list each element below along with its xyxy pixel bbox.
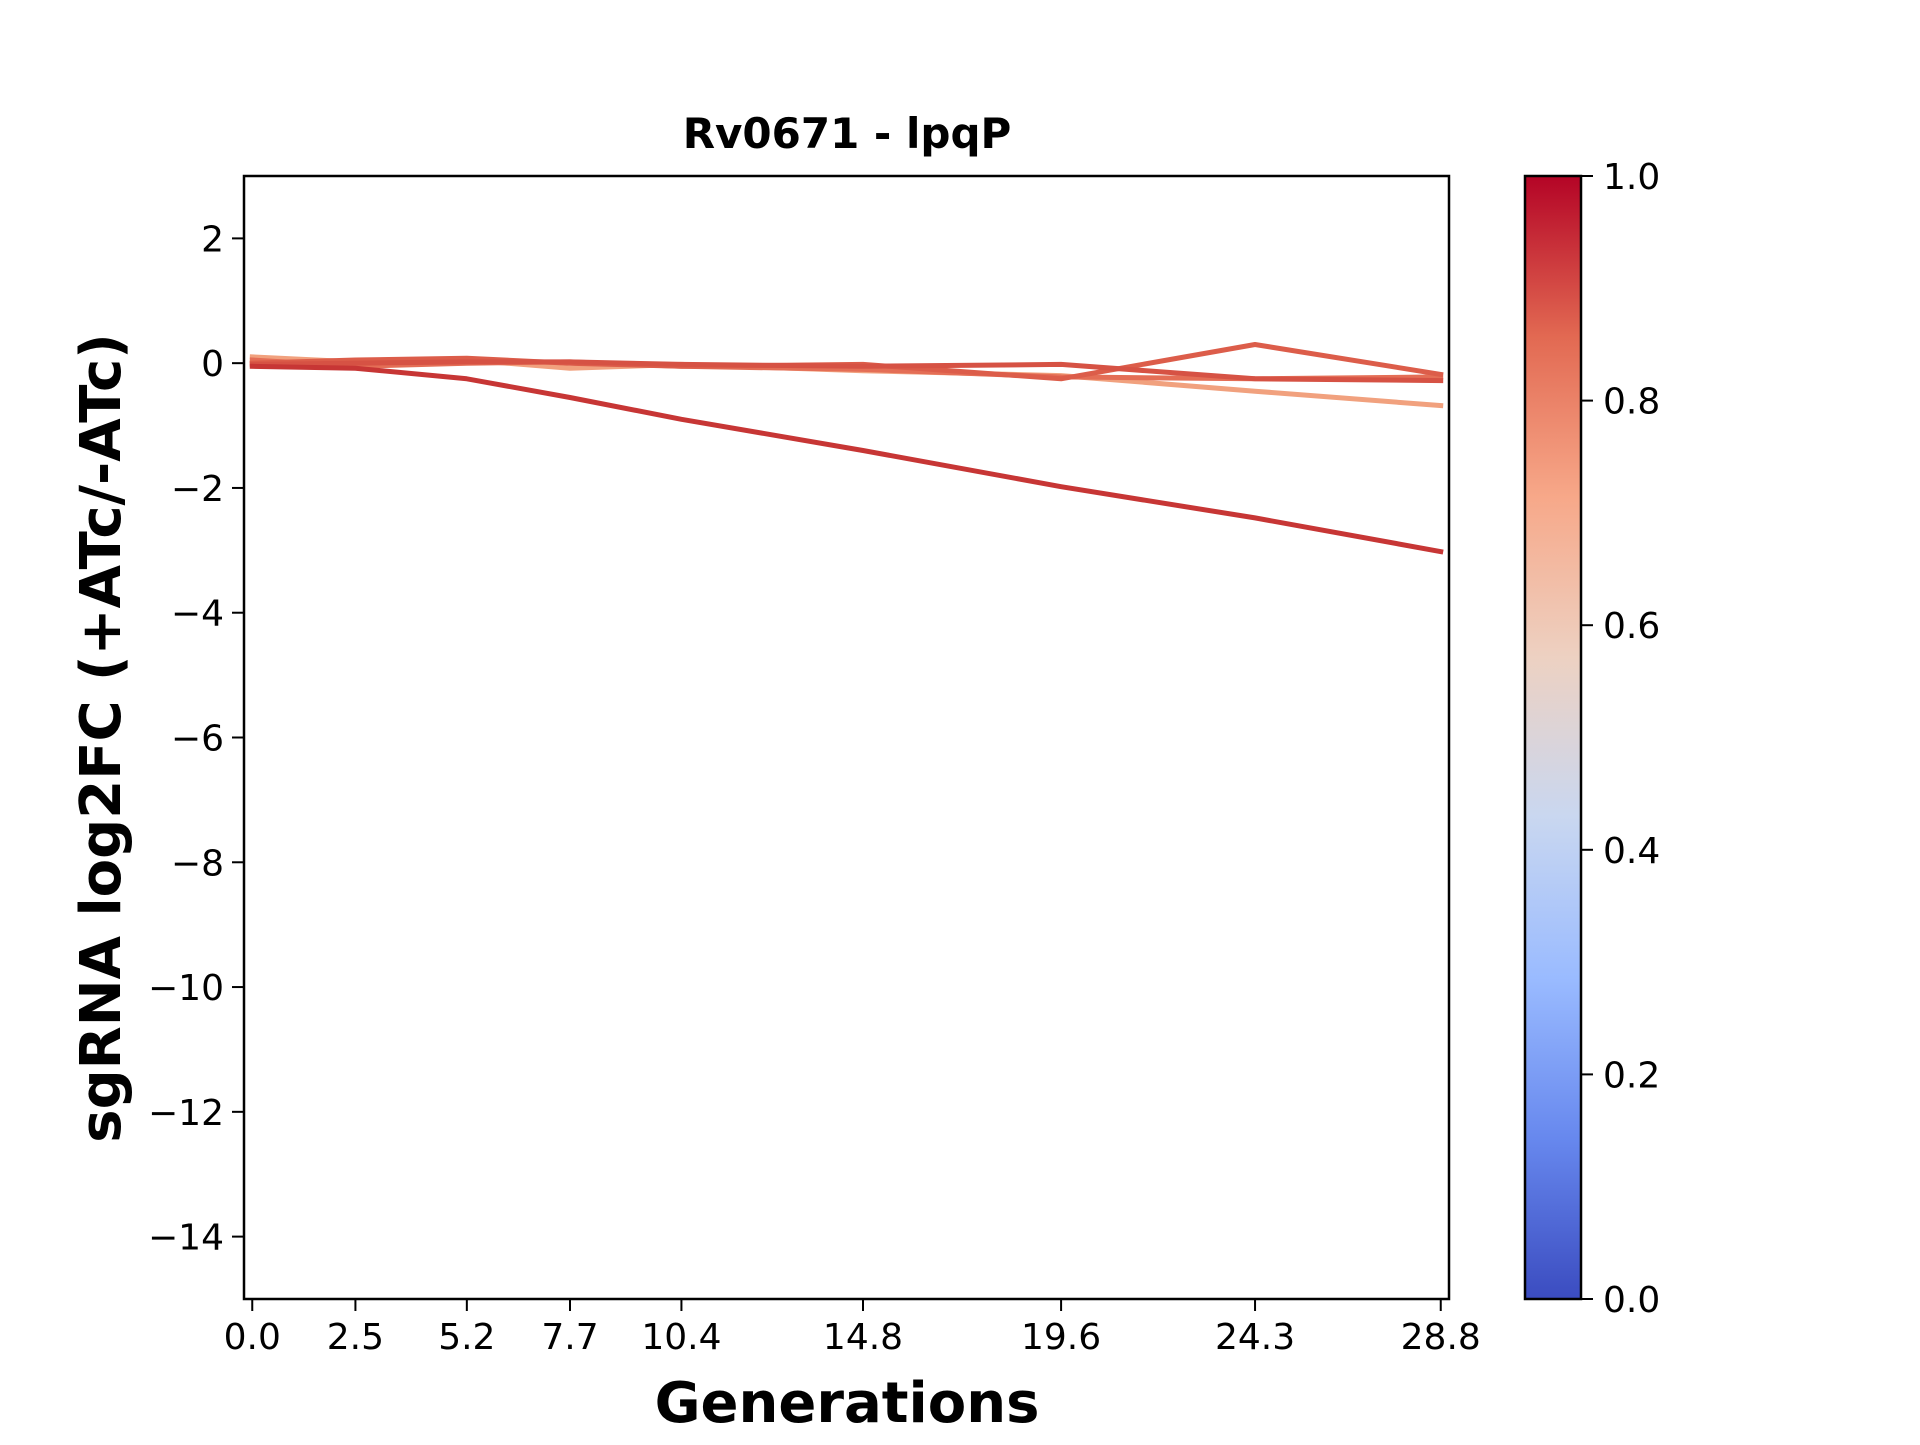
colorbar-tick-label: 0.2 bbox=[1603, 1055, 1660, 1096]
x-tick-label: 7.7 bbox=[541, 1317, 598, 1358]
y-tick-label: −12 bbox=[148, 1093, 224, 1134]
plot-area bbox=[249, 342, 1444, 555]
series-line-4 bbox=[249, 359, 1444, 384]
x-tick-label: 10.4 bbox=[641, 1317, 721, 1358]
x-tick-label: 2.5 bbox=[327, 1317, 384, 1358]
colorbar: 0.0 0.2 0.4 0.6 0.8 1.0 bbox=[1523, 157, 1660, 1321]
y-tick-label: 0 bbox=[201, 344, 224, 385]
x-tick-label: 14.8 bbox=[823, 1317, 903, 1358]
y-tick-label: −14 bbox=[148, 1218, 224, 1259]
y-tick-label: −4 bbox=[171, 594, 224, 635]
y-tick-label: −2 bbox=[171, 469, 224, 510]
series-line-5 bbox=[249, 363, 1444, 555]
y-axis-ticks: 2 0 −2 −4 −6 −8 −10 −12 −14 bbox=[148, 219, 244, 1259]
colorbar-tick-label: 0.8 bbox=[1603, 382, 1660, 423]
colorbar-tick-label: 1.0 bbox=[1603, 157, 1660, 198]
y-tick-label: −10 bbox=[148, 968, 224, 1009]
y-tick-label: −6 bbox=[171, 719, 224, 760]
x-axis-ticks: 0.0 2.5 5.2 7.7 10.4 14.8 19.6 24.3 28.8 bbox=[224, 1299, 1481, 1358]
y-tick-label: −8 bbox=[171, 843, 224, 884]
colorbar-tick-label: 0.4 bbox=[1603, 831, 1660, 872]
colorbar-tick-label: 0.6 bbox=[1603, 606, 1660, 647]
plot-frame bbox=[242, 174, 1451, 1301]
x-tick-label: 28.8 bbox=[1401, 1317, 1481, 1358]
y-tick-label: 2 bbox=[201, 219, 224, 260]
x-tick-label: 5.2 bbox=[438, 1317, 495, 1358]
x-tick-label: 0.0 bbox=[224, 1317, 281, 1358]
x-tick-label: 19.6 bbox=[1021, 1317, 1101, 1358]
colorbar-gradient bbox=[1523, 174, 1583, 1301]
colorbar-tick-label: 0.0 bbox=[1603, 1280, 1660, 1321]
y-axis-label: sgRNA log2FC (+ATc/-ATc) bbox=[69, 333, 134, 1143]
x-axis-label: Generations bbox=[655, 1371, 1040, 1436]
chart-title: Rv0671 - lpqP bbox=[683, 109, 1012, 158]
x-tick-label: 24.3 bbox=[1215, 1317, 1295, 1358]
